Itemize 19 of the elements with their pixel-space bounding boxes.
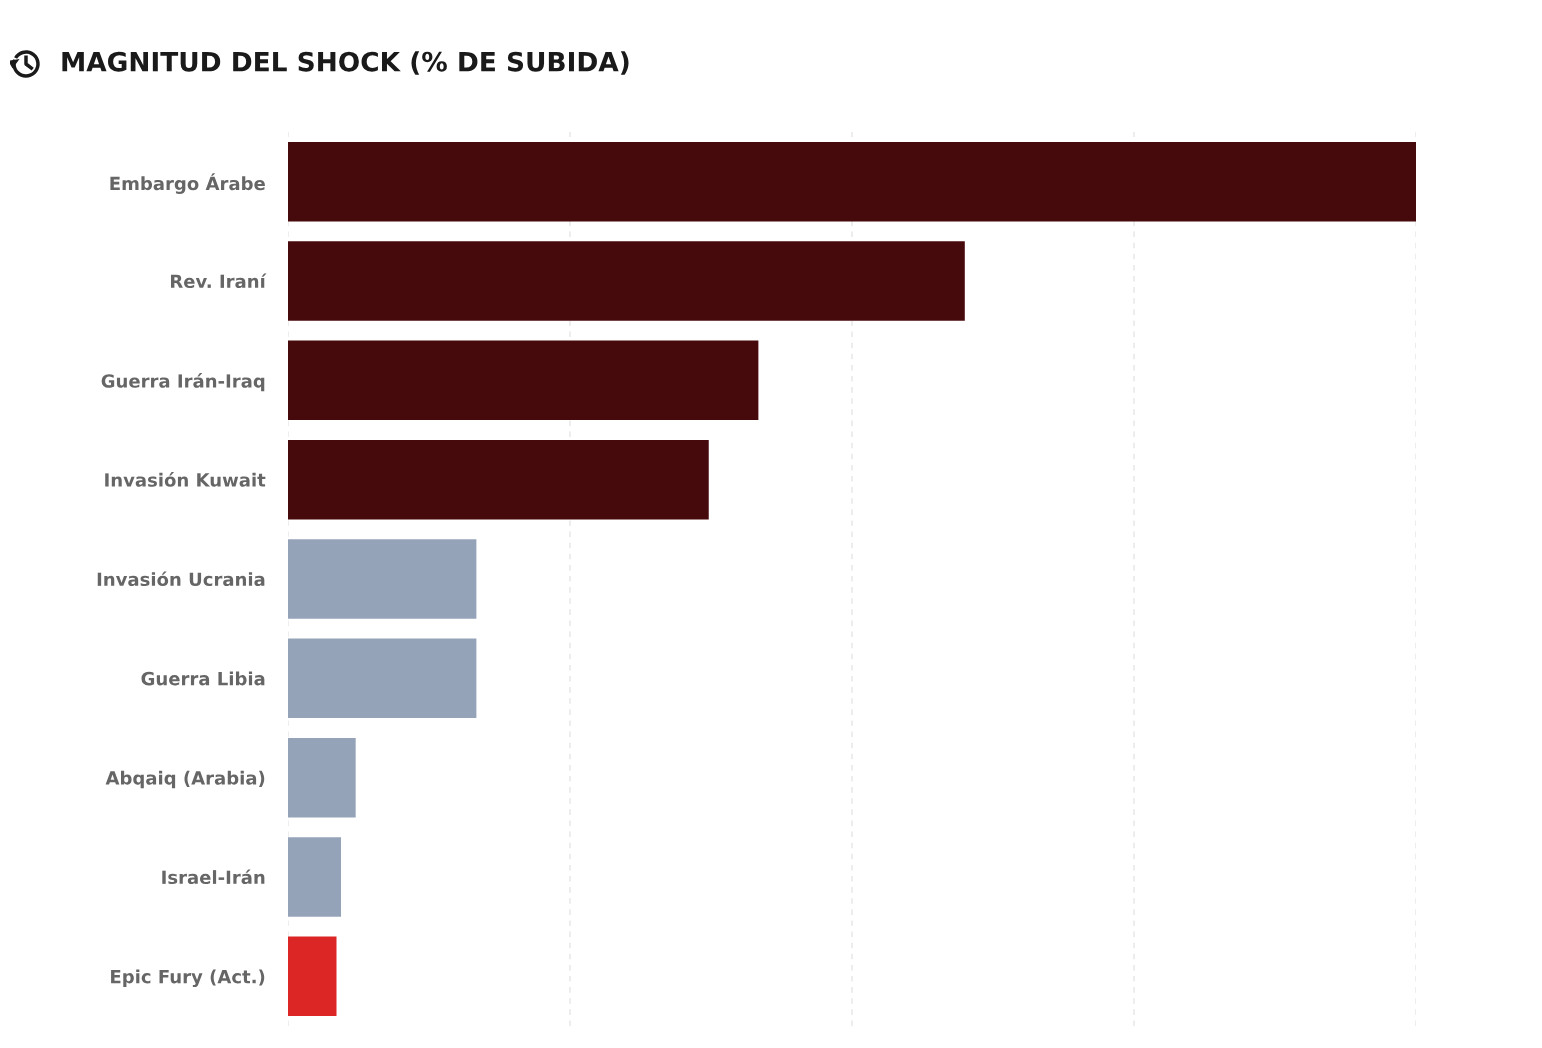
- y-tick-label: Invasión Ucrania: [97, 571, 265, 587]
- y-tick-label: Abqaiq (Arabia): [105, 770, 265, 789]
- bar: [288, 241, 965, 321]
- bar: [288, 936, 337, 1017]
- y-tick-label: Invasión Kuwait: [105, 472, 266, 487]
- bar: [288, 539, 477, 619]
- bar: [288, 737, 356, 818]
- y-tick-label: Guerra Irán-Iraq: [101, 373, 265, 392]
- bar: [288, 439, 709, 520]
- y-tick-label: Rev. Iraní: [170, 273, 267, 289]
- chart-title: MAGNITUD DEL SHOCK (% DE SUBIDA): [62, 51, 629, 75]
- y-tick-label: Guerra Libia: [141, 671, 265, 686]
- bar: [288, 141, 1416, 222]
- bar: [288, 340, 759, 421]
- y-tick-label: Israel-Irán: [162, 869, 265, 885]
- y-tick-label: Epic Fury (Act.): [111, 969, 265, 988]
- bar: [288, 837, 342, 917]
- bar: [288, 638, 477, 719]
- y-tick-label: Embargo Árabe: [110, 173, 265, 194]
